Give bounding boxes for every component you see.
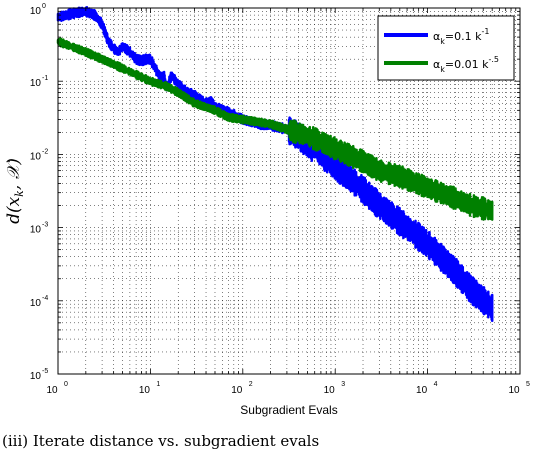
legend-label-series-1: αk=0.1 k-1 <box>433 27 489 46</box>
x-tick-label-exponent: 4 <box>434 381 438 388</box>
svg-text:d(xk, 𝒳): d(xk, 𝒳) <box>4 158 26 224</box>
series-line-2 <box>56 37 494 221</box>
x-axis-label: Subgradient Evals <box>240 403 337 417</box>
plot-frame <box>57 7 521 375</box>
chart-series-layer <box>56 5 494 323</box>
y-tick-label: 10 <box>30 151 42 162</box>
y-tick-label-exponent: -3 <box>42 222 48 229</box>
chart-legend: αk=0.1 k-1 αk=0.01 k-.5 <box>377 15 515 81</box>
x-tick-label-exponent: 5 <box>526 381 530 388</box>
y-tick-label: 10 <box>30 225 42 236</box>
legend-label-series-2: αk=0.01 k-.5 <box>433 55 499 74</box>
y-tick-label-exponent: -4 <box>42 295 48 302</box>
x-tick-label: 10 <box>416 385 428 396</box>
x-tick-label: 10 <box>508 385 520 396</box>
y-tick-label: 10 <box>30 298 42 309</box>
x-tick-label-exponent: 2 <box>249 381 253 388</box>
y-axis-label: d(xk, 𝒳) <box>4 158 26 224</box>
y-tick-label: 10 <box>30 78 42 89</box>
y-tick-label-exponent: 0 <box>42 3 46 10</box>
x-tick-label-exponent: 1 <box>156 381 160 388</box>
figure-caption: (iii) Iterate distance vs. subgradient e… <box>2 432 319 450</box>
y-tick-label: 10 <box>30 6 42 17</box>
x-tick-label: 10 <box>46 385 58 396</box>
chart-ticks <box>57 8 520 375</box>
x-tick-label-exponent: 0 <box>64 381 68 388</box>
legend-box <box>377 15 515 81</box>
x-tick-label: 10 <box>324 385 336 396</box>
x-tick-labels: 10 0 10 1 10 2 10 3 10 4 10 5 <box>46 381 530 396</box>
x-tick-label: 10 <box>139 385 151 396</box>
y-tick-label-exponent: -2 <box>42 148 48 155</box>
x-tick-label: 10 <box>231 385 243 396</box>
y-tick-label: 10 <box>30 371 42 382</box>
y-tick-label-exponent: -5 <box>42 368 48 375</box>
y-tick-label-exponent: -1 <box>42 75 48 82</box>
x-tick-label-exponent: 3 <box>341 381 345 388</box>
